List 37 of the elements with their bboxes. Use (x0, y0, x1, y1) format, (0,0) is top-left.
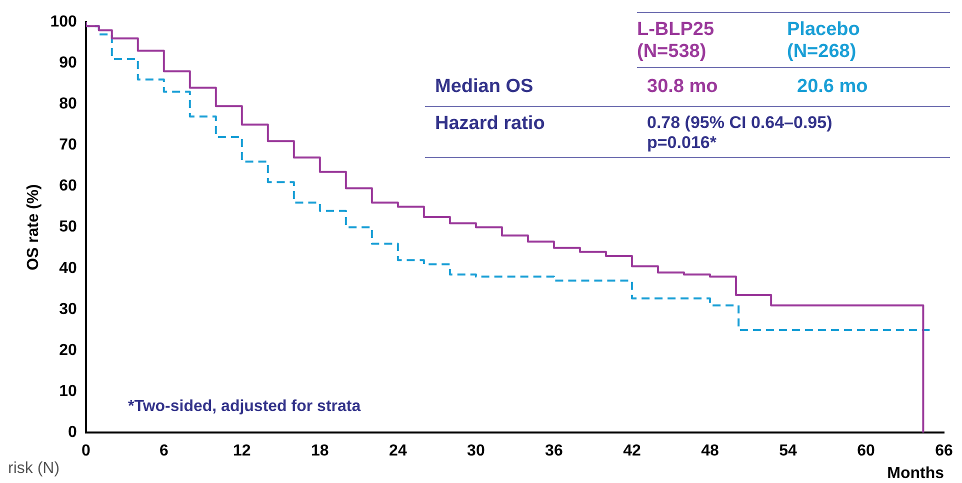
y-tick-label: 100 (50, 13, 77, 30)
y-axis-title: OS rate (%) (25, 184, 42, 270)
y-tick-label: 70 (59, 136, 77, 154)
annotation: p=0.016* (647, 133, 718, 153)
x-tick-label: 60 (857, 442, 875, 460)
annotation: (N=538) (637, 41, 708, 63)
x-tick-label: 42 (623, 442, 641, 460)
y-tick-label: 90 (59, 54, 77, 72)
x-tick-label: 24 (389, 442, 407, 460)
x-tick-label: 18 (311, 442, 329, 460)
x-tick-label: 30 (467, 442, 485, 460)
x-tick-label: 48 (701, 442, 719, 460)
y-tick-label: 0 (68, 424, 77, 442)
y-tick-label: 80 (59, 96, 77, 113)
annotation: Hazard ratio (434, 113, 546, 136)
y-tick-label: 40 (59, 260, 77, 277)
annotation: 20.6 mo (797, 76, 869, 98)
x-tick-label: 66 (935, 442, 953, 460)
y-tick-label: 60 (59, 178, 77, 195)
y-tick-label: 50 (59, 218, 77, 236)
annotation: Median OS (434, 76, 534, 98)
x-tick-label: 6 (159, 442, 168, 460)
annotation: 30.8 mo (647, 76, 719, 98)
y-tick-label: 30 (59, 300, 77, 318)
annotation: 0.78 (95% CI 0.64–0.95) (647, 113, 832, 133)
annotation: (N=268) (787, 41, 858, 63)
text: Placebo (787, 19, 861, 41)
y-tick-label: 20 (59, 342, 77, 359)
x-tick-label: 12 (233, 442, 251, 460)
x-tick-label: 36 (545, 442, 563, 460)
x-tick-label: 0 (81, 442, 90, 460)
annotation: *Two-sided, adjusted for strata (128, 398, 361, 416)
text: L-BLP25 (637, 19, 716, 41)
x-tick-label: 54 (779, 442, 797, 460)
x-axis-title: Months (887, 464, 944, 482)
text: risk (N) (8, 460, 60, 478)
y-tick-label: 10 (59, 382, 77, 400)
